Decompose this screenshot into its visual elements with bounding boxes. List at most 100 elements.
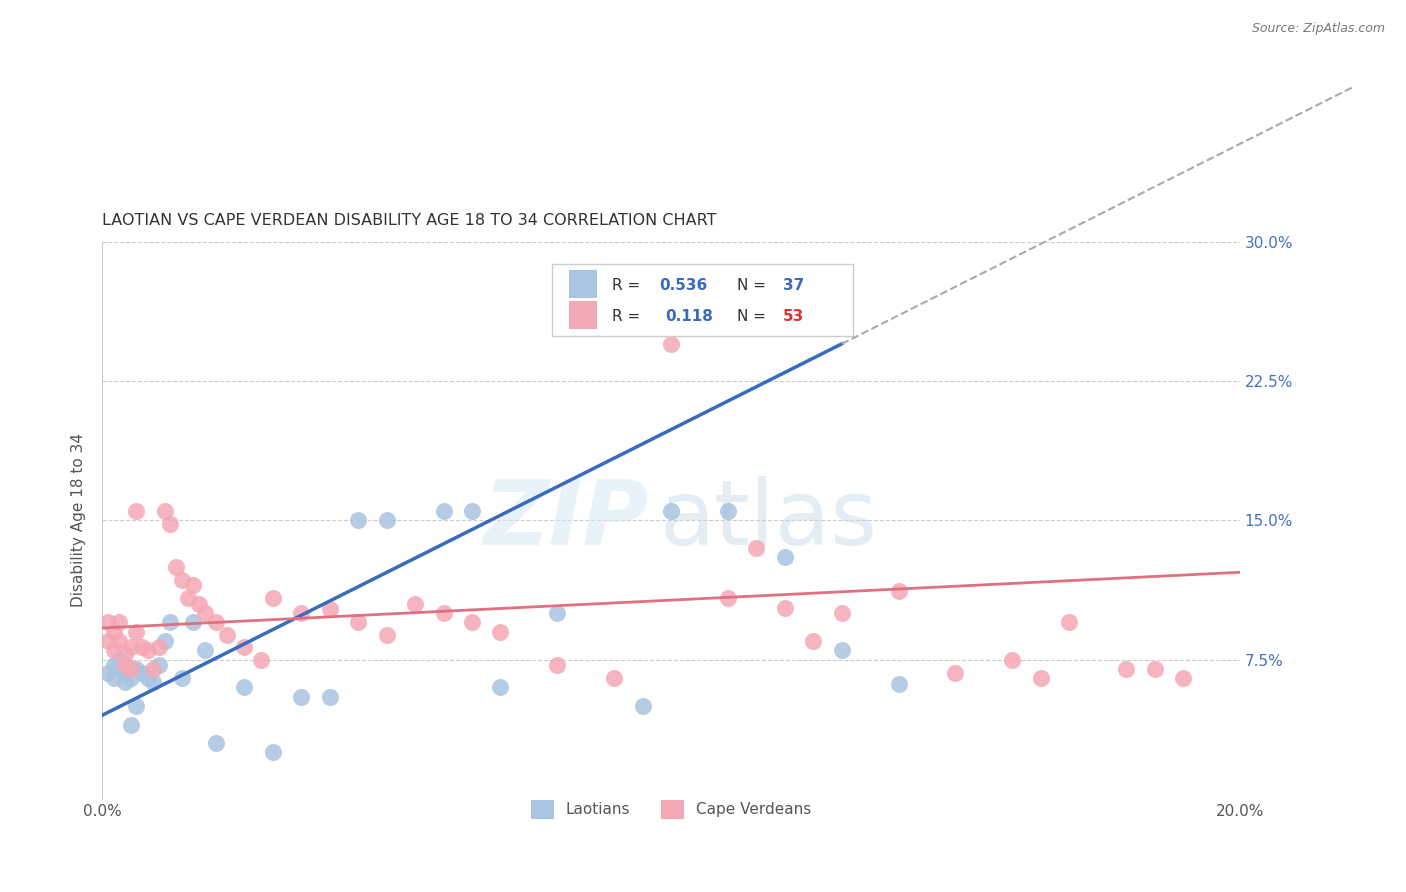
Point <box>194 643 217 657</box>
Point <box>97 615 120 630</box>
Point <box>432 606 454 620</box>
Point <box>108 634 131 648</box>
Point <box>831 606 853 620</box>
Point <box>233 681 256 695</box>
Point <box>125 662 148 676</box>
Point <box>120 671 142 685</box>
Text: N =: N = <box>737 310 770 325</box>
Point <box>148 658 170 673</box>
Point <box>205 615 228 630</box>
Point <box>159 516 181 531</box>
Point <box>375 513 398 527</box>
Point <box>603 671 626 685</box>
Point <box>120 640 142 654</box>
Point <box>319 690 342 704</box>
Point <box>108 652 131 666</box>
Point <box>659 504 682 518</box>
FancyBboxPatch shape <box>551 264 853 336</box>
Point <box>114 665 136 680</box>
Point <box>250 652 273 666</box>
Point <box>142 662 165 676</box>
Point <box>717 591 740 606</box>
Legend: Laotians, Cape Verdeans: Laotians, Cape Verdeans <box>524 794 817 824</box>
Point <box>831 643 853 657</box>
Point <box>131 640 153 654</box>
Point <box>546 606 568 620</box>
Bar <box>568 301 598 329</box>
Point <box>142 674 165 689</box>
Point <box>114 658 136 673</box>
Point <box>108 615 131 630</box>
Point <box>125 698 148 713</box>
Text: 37: 37 <box>783 278 804 293</box>
Point <box>461 504 484 518</box>
Text: R =: R = <box>612 278 645 293</box>
Text: 0.536: 0.536 <box>659 278 707 293</box>
Point <box>659 337 682 351</box>
Point <box>120 662 142 676</box>
Point <box>103 671 125 685</box>
Point <box>801 634 824 648</box>
Text: 53: 53 <box>783 310 804 325</box>
Point <box>1001 652 1024 666</box>
Text: 0.118: 0.118 <box>665 310 713 325</box>
Point <box>262 591 284 606</box>
Point <box>176 591 198 606</box>
Point <box>1115 662 1137 676</box>
Point <box>887 676 910 690</box>
Point <box>120 717 142 731</box>
Point <box>181 615 204 630</box>
Point <box>170 573 193 587</box>
Point <box>347 615 370 630</box>
Point <box>1057 615 1080 630</box>
Point <box>432 504 454 518</box>
Point <box>103 624 125 639</box>
Point <box>103 643 125 657</box>
Point <box>887 583 910 598</box>
Point <box>125 624 148 639</box>
Point <box>546 658 568 673</box>
Point <box>489 681 512 695</box>
Point <box>290 606 312 620</box>
Text: atlas: atlas <box>659 476 877 565</box>
Point <box>159 615 181 630</box>
Point <box>262 746 284 760</box>
Point <box>114 647 136 661</box>
Point <box>347 513 370 527</box>
Point <box>461 615 484 630</box>
Text: LAOTIAN VS CAPE VERDEAN DISABILITY AGE 18 TO 34 CORRELATION CHART: LAOTIAN VS CAPE VERDEAN DISABILITY AGE 1… <box>103 213 717 228</box>
Point <box>404 597 426 611</box>
Point <box>745 541 768 556</box>
Point <box>165 559 187 574</box>
Point <box>97 665 120 680</box>
Text: ZIP: ZIP <box>484 476 648 565</box>
Point <box>153 634 176 648</box>
Point <box>148 640 170 654</box>
Point <box>181 578 204 592</box>
Point <box>489 624 512 639</box>
Point <box>1029 671 1052 685</box>
Point <box>773 600 796 615</box>
Point <box>170 671 193 685</box>
Point <box>375 628 398 642</box>
Y-axis label: Disability Age 18 to 34: Disability Age 18 to 34 <box>72 434 86 607</box>
Point <box>131 665 153 680</box>
Point <box>233 640 256 654</box>
Point <box>97 634 120 648</box>
Point <box>290 690 312 704</box>
Point <box>108 662 131 676</box>
Point <box>136 643 159 657</box>
Point <box>945 665 967 680</box>
Point <box>187 597 209 611</box>
Point <box>153 504 176 518</box>
Bar <box>568 270 598 298</box>
Point <box>773 550 796 565</box>
Point <box>717 504 740 518</box>
Point <box>1143 662 1166 676</box>
Point <box>114 674 136 689</box>
Point <box>1171 671 1194 685</box>
Point <box>631 698 654 713</box>
Point <box>125 504 148 518</box>
Point <box>217 628 239 642</box>
Text: Source: ZipAtlas.com: Source: ZipAtlas.com <box>1251 22 1385 36</box>
